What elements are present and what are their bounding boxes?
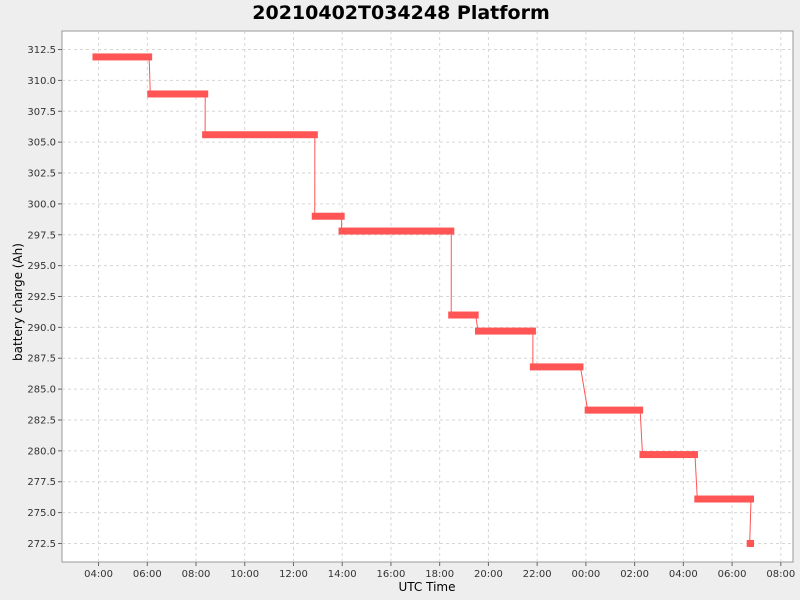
data-segment bbox=[529, 363, 584, 371]
y-tick-label: 310.0 bbox=[27, 76, 56, 87]
y-tick-label: 280.0 bbox=[27, 446, 56, 457]
y-tick-label: 305.0 bbox=[27, 138, 56, 149]
step-connector bbox=[639, 410, 643, 455]
y-tick-label: 272.5 bbox=[27, 539, 56, 550]
data-segment bbox=[475, 327, 536, 335]
y-tick-label: 277.5 bbox=[27, 477, 56, 488]
y-tick-label: 290.0 bbox=[27, 323, 56, 334]
data-segment bbox=[448, 311, 479, 319]
data-segment bbox=[584, 406, 644, 414]
x-tick-label: 00:00 bbox=[571, 569, 600, 580]
data-segment bbox=[746, 539, 755, 547]
data-segment bbox=[202, 131, 318, 139]
step-connector bbox=[749, 499, 752, 544]
x-axis-label: UTC Time bbox=[399, 580, 456, 594]
x-tick-label: 04:00 bbox=[84, 569, 113, 580]
y-tick-label: 287.5 bbox=[27, 354, 56, 365]
x-tick-label: 14:00 bbox=[328, 569, 357, 580]
y-tick-label: 292.5 bbox=[27, 292, 56, 303]
y-axis: 272.5 275.0 277.5 280.0 282.5 285.0 287.5 290.0… bbox=[27, 45, 62, 550]
y-tick-label: 282.5 bbox=[27, 415, 56, 426]
y-tick-label: 302.5 bbox=[27, 169, 56, 180]
x-axis: 04:00 06:00 08:00 10:00 12:00 14:00 16:00 18:00… bbox=[84, 562, 795, 580]
data-segment bbox=[694, 495, 755, 503]
x-tick-label: 20:00 bbox=[474, 569, 503, 580]
y-tick-label: 297.5 bbox=[27, 230, 56, 241]
x-tick-label: 12:00 bbox=[279, 569, 308, 580]
x-tick-label: 16:00 bbox=[377, 569, 406, 580]
grid-lines bbox=[62, 31, 793, 562]
y-tick-label: 285.0 bbox=[27, 385, 56, 396]
y-tick-label: 295.0 bbox=[27, 261, 56, 272]
step-connector bbox=[694, 454, 698, 500]
x-tick-label: 04:00 bbox=[669, 569, 698, 580]
x-tick-label: 08:00 bbox=[766, 569, 795, 580]
data-segment bbox=[147, 90, 209, 98]
x-tick-label: 06:00 bbox=[133, 569, 162, 580]
x-tick-label: 06:00 bbox=[718, 569, 747, 580]
y-tick-label: 275.0 bbox=[27, 508, 56, 519]
x-tick-label: 18:00 bbox=[425, 569, 454, 580]
data-series bbox=[92, 53, 755, 547]
y-axis-label: battery charge (Ah) bbox=[11, 243, 25, 361]
step-connector bbox=[148, 56, 151, 94]
data-segment bbox=[639, 451, 698, 459]
y-tick-label: 312.5 bbox=[27, 45, 56, 56]
x-tick-label: 22:00 bbox=[523, 569, 552, 580]
data-segment bbox=[311, 212, 345, 220]
step-connector bbox=[579, 366, 589, 411]
data-segment bbox=[92, 53, 153, 61]
data-segment bbox=[338, 227, 455, 235]
x-tick-label: 10:00 bbox=[230, 569, 259, 580]
y-tick-label: 300.0 bbox=[27, 199, 56, 210]
chart-title: 20210402T034248 Platform bbox=[252, 2, 550, 24]
x-tick-label: 08:00 bbox=[182, 569, 211, 580]
x-tick-label: 02:00 bbox=[620, 569, 649, 580]
y-tick-label: 307.5 bbox=[27, 107, 56, 118]
